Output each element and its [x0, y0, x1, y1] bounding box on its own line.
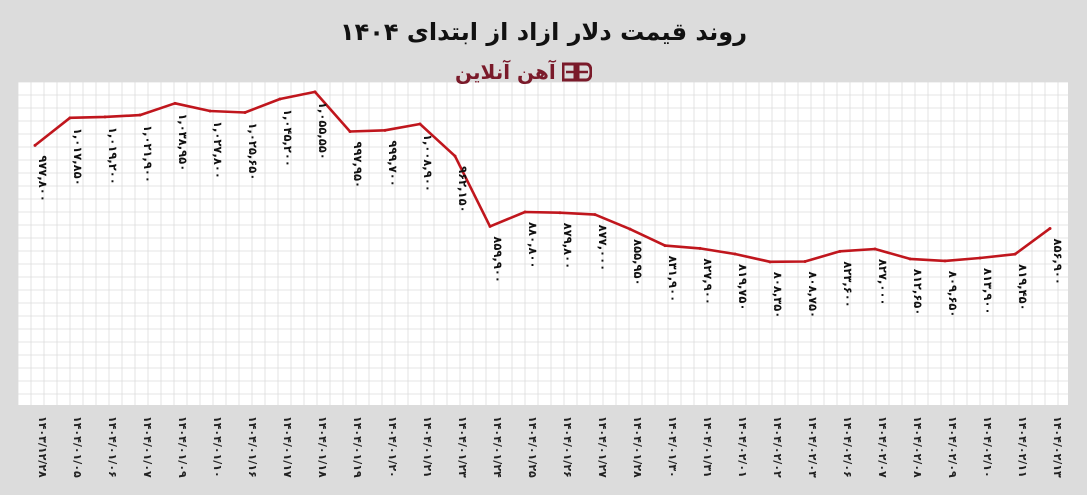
data-point	[138, 113, 142, 117]
x-tick-label: ۱۴۰۴/۰۲/۰۷	[876, 416, 889, 478]
x-tick-label: ۱۴۰۴/۰۲/۱۰	[981, 416, 994, 478]
data-label: ۸۷۷,۰۰۰	[596, 225, 610, 271]
x-tick-label: ۱۴۰۴/۰۱/۰۶	[106, 416, 119, 478]
x-tick-label: ۱۴۰۴/۰۱/۲۵	[526, 416, 539, 478]
data-label: ۱,۰۲۵,۶۵۰	[246, 122, 260, 180]
x-tick-label: ۱۴۰۴/۰۱/۲۶	[561, 416, 574, 478]
data-label: ۱,۰۱۹,۲۰۰	[106, 127, 120, 185]
data-point	[173, 101, 177, 105]
data-point	[523, 210, 527, 214]
data-label: ۹۹۹,۷۰۰	[386, 140, 400, 186]
x-tick-label: ۱۴۰۴/۰۲/۰۶	[841, 416, 854, 478]
data-label: ۹۷۷,۸۰۰	[36, 155, 50, 201]
data-point	[33, 143, 37, 147]
data-label: ۱,۰۰۸,۹۰۰	[421, 134, 435, 192]
data-point	[733, 252, 737, 256]
data-label: ۸۱۹,۴۵۰	[1016, 264, 1030, 310]
x-tick-label: ۱۴۰۴/۰۱/۰۵	[71, 416, 84, 478]
data-label: ۱,۰۱۷,۸۵۰	[71, 128, 85, 186]
data-point	[803, 260, 807, 264]
data-point	[418, 122, 422, 126]
data-label: ۸۲۷,۰۰۰	[876, 259, 890, 305]
data-label: ۱,۰۳۸,۹۵۰	[176, 113, 190, 171]
x-tick-label: ۱۴۰۴/۰۱/۲۴	[491, 416, 504, 478]
data-label: ۸۳۱,۹۰۰	[666, 256, 680, 302]
brand-logo-icon	[561, 62, 592, 82]
data-point	[628, 227, 632, 231]
data-point	[768, 260, 772, 264]
x-tick-label: ۱۴۰۴/۰۱/۰۷	[141, 416, 154, 478]
x-tick-label: ۱۴۰۴/۰۱/۰۹	[176, 416, 189, 478]
data-point	[663, 244, 667, 248]
data-point	[278, 97, 282, 101]
data-label: ۸۰۹,۶۵۰	[946, 271, 960, 317]
data-label: ۸۲۳,۶۰۰	[841, 261, 855, 307]
x-tick-label: ۱۴۰۴/۰۱/۲۳	[456, 416, 469, 478]
data-label: ۸۵۵,۹۵۰	[631, 239, 645, 285]
data-label: ۸۰۸,۷۵۰	[806, 272, 820, 318]
data-point	[558, 211, 562, 215]
data-point	[488, 224, 492, 228]
data-point	[348, 130, 352, 134]
data-point	[383, 128, 387, 132]
data-point	[698, 246, 702, 250]
x-tick-label: ۱۴۰۴/۰۲/۱۳	[1051, 416, 1064, 478]
x-tick-label: ۱۴۰۴/۰۲/۰۳	[806, 416, 819, 478]
data-point	[1013, 252, 1017, 256]
data-point	[943, 259, 947, 263]
data-point	[1048, 226, 1052, 230]
data-label: ۸۱۲,۶۵۰	[911, 269, 925, 315]
data-label: ۸۱۹,۷۵۰	[736, 264, 750, 310]
data-point	[243, 110, 247, 114]
x-tick-label: ۱۴۰۴/۰۱/۱۰	[211, 416, 224, 478]
plot-area	[18, 82, 1068, 405]
data-point	[208, 109, 212, 113]
x-tick-label: ۱۴۰۴/۰۲/۱۱	[1016, 416, 1029, 478]
x-tick-label: ۱۴۰۴/۰۱/۱۶	[246, 416, 259, 478]
x-tick-label: ۱۴۰۴/۰۱/۲۰	[386, 416, 399, 478]
data-label: ۸۱۳,۹۰۰	[981, 268, 995, 314]
data-label: ۸۷۹,۸۰۰	[561, 223, 575, 269]
x-tick-label: ۱۴۰۴/۰۱/۱۹	[351, 416, 364, 478]
data-label: ۱,۰۲۷,۸۰۰	[211, 121, 225, 179]
data-label: ۸۲۷,۹۰۰	[701, 258, 715, 304]
x-tick-label: ۱۴۰۴/۰۲/۰۸	[911, 416, 924, 478]
x-tick-label: ۱۴۰۴/۰۱/۳۰	[666, 416, 679, 478]
x-tick-label: ۱۴۰۴/۰۱/۲۸	[631, 416, 644, 478]
data-label: ۹۶۲,۱۵۰	[456, 166, 470, 212]
data-point	[873, 247, 877, 251]
x-tick-label: ۱۴۰۳/۱۲/۲۸	[36, 416, 49, 478]
data-label: ۱,۰۲۱,۹۰۰	[141, 125, 155, 183]
data-point	[838, 249, 842, 253]
data-point	[593, 213, 597, 217]
data-label: ۸۰۸,۳۵۰	[771, 272, 785, 318]
x-tick-label: ۱۴۰۴/۰۲/۰۲	[771, 416, 784, 478]
price-series-line	[34, 90, 1051, 264]
data-label: ۸۵۹,۹۰۰	[491, 236, 505, 282]
x-tick-label: ۱۴۰۴/۰۱/۲۱	[421, 416, 434, 478]
x-tick-label: ۱۴۰۴/۰۲/۰۱	[736, 416, 749, 478]
x-tick-label: ۱۴۰۴/۰۱/۲۷	[596, 416, 609, 478]
x-tick-label: ۱۴۰۴/۰۱/۱۷	[281, 416, 294, 478]
x-tick-label: ۱۴۰۴/۰۱/۳۱	[701, 416, 714, 478]
data-label: ۱,۰۵۵,۵۵۰	[316, 102, 330, 160]
data-point	[978, 256, 982, 260]
data-point	[453, 154, 457, 158]
data-label: ۱,۰۴۵,۲۰۰	[281, 109, 295, 167]
data-label: ۸۵۶,۹۰۰	[1051, 238, 1065, 284]
x-tick-label: ۱۴۰۴/۰۲/۰۹	[946, 416, 959, 478]
brand-name: آهن آنلاین	[455, 60, 556, 84]
data-label: ۸۸۰,۸۰۰	[526, 222, 540, 268]
data-label: ۹۹۷,۹۵۰	[351, 142, 365, 188]
data-point	[908, 257, 912, 261]
data-point	[313, 90, 317, 94]
chart-title: روند قیمت دلار ازاد از ابتدای ۱۴۰۴	[339, 18, 748, 46]
brand-logo: آهن آنلاین	[455, 60, 592, 84]
data-point	[68, 116, 72, 120]
x-tick-label: ۱۴۰۴/۰۱/۱۸	[316, 416, 329, 478]
data-point	[103, 115, 107, 119]
